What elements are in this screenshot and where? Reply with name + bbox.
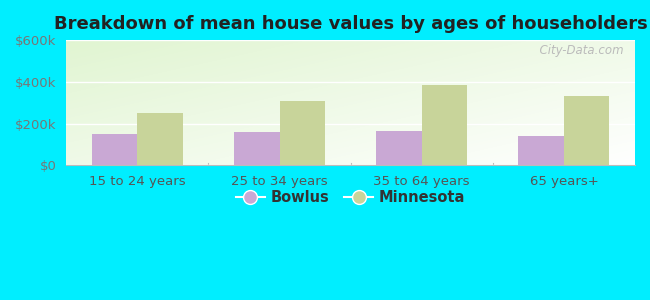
Bar	[280, 100, 325, 165]
Bar	[92, 134, 137, 165]
Text: City-Data.com: City-Data.com	[532, 44, 623, 57]
Bar	[376, 131, 422, 165]
Bar	[564, 96, 610, 165]
Bar	[234, 132, 280, 165]
Bar	[422, 85, 467, 165]
Legend: Bowlus, Minnesota: Bowlus, Minnesota	[230, 184, 471, 211]
Bar	[137, 113, 183, 165]
Title: Breakdown of mean house values by ages of householders: Breakdown of mean house values by ages o…	[54, 15, 647, 33]
Bar	[519, 136, 564, 165]
